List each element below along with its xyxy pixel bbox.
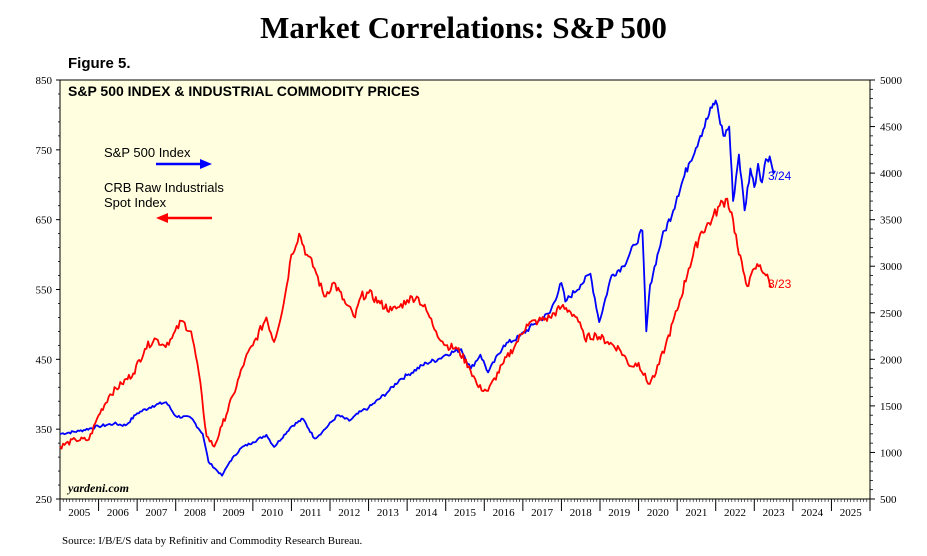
x-axis-tick-label: 2005 bbox=[68, 507, 91, 519]
legend-crb-label-line2: Spot Index bbox=[104, 195, 167, 210]
x-axis-tick-label: 2019 bbox=[608, 507, 631, 519]
legend: S&P 500 Index CRB Raw Industrials Spot I… bbox=[104, 145, 224, 223]
sp500-line bbox=[59, 99, 776, 477]
legend-sp500-label: S&P 500 Index bbox=[104, 145, 191, 160]
x-axis-tick-label: 2024 bbox=[801, 507, 824, 519]
left-axis-tick-label: 450 bbox=[36, 354, 53, 366]
x-axis-tick-label: 2011 bbox=[300, 507, 322, 519]
x-axis-tick-label: 2023 bbox=[763, 507, 786, 519]
x-axis-tick-label: 2006 bbox=[107, 507, 130, 519]
right-axis-tick-label: 4000 bbox=[880, 168, 903, 180]
left-axis-tick-label: 650 bbox=[36, 215, 53, 227]
x-axis-tick-label: 2018 bbox=[570, 507, 593, 519]
right-axis-tick-label: 2000 bbox=[880, 354, 903, 366]
x-axis-tick-label: 2021 bbox=[685, 507, 707, 519]
x-axis-tick-label: 2025 bbox=[840, 507, 863, 519]
sp500-end-label: 3/24 bbox=[768, 169, 792, 183]
x-axis-tick-label: 2017 bbox=[531, 507, 554, 519]
left-axis-tick-label: 350 bbox=[36, 424, 53, 436]
page-title: Market Correlations: S&P 500 bbox=[260, 10, 667, 45]
right-axis-tick-label: 500 bbox=[880, 494, 897, 506]
right-axis-tick-label: 2500 bbox=[880, 308, 903, 320]
x-axis-tick-label: 2007 bbox=[145, 507, 168, 519]
left-axis-tick-label: 750 bbox=[36, 145, 53, 157]
legend-crb-arrow-head bbox=[156, 213, 168, 223]
right-axis-tick-label: 1500 bbox=[880, 401, 903, 413]
x-axis-tick-label: 2009 bbox=[223, 507, 246, 519]
x-axis-tick-label: 2012 bbox=[338, 507, 360, 519]
x-axis-tick-label: 2014 bbox=[415, 507, 438, 519]
x-axis-tick-label: 2020 bbox=[647, 507, 670, 519]
crb-line bbox=[59, 197, 773, 450]
right-axis-tick-label: 5000 bbox=[880, 75, 903, 87]
right-axis-tick-label: 3500 bbox=[880, 215, 903, 227]
bottom-axis: 2005 2006 2007 2008 2009 2010 2011 2012 2013 2014… bbox=[59, 499, 871, 519]
chart-title: S&P 500 INDEX & INDUSTRIAL COMMODITY PRI… bbox=[68, 83, 420, 99]
source-note: Source: I/B/E/S data by Refinitiv and Co… bbox=[62, 535, 363, 547]
x-axis-tick-label: 2022 bbox=[724, 507, 746, 519]
left-axis-tick-label: 550 bbox=[36, 285, 53, 297]
x-axis-tick-label: 2015 bbox=[454, 507, 477, 519]
figure-label: Figure 5. bbox=[68, 55, 131, 72]
left-axis-tick-label: 850 bbox=[36, 75, 53, 87]
series-lines bbox=[59, 99, 776, 477]
left-axis: 250 350 450 550 650 750 850 bbox=[36, 75, 60, 506]
x-axis-tick-label: 2010 bbox=[261, 507, 284, 519]
right-axis: 500 1000 1500 2000 2500 3000 3500 4000 4500 5000 bbox=[870, 75, 903, 506]
right-axis-tick-label: 1000 bbox=[880, 447, 903, 459]
legend-sp500-arrow-head bbox=[200, 159, 212, 169]
x-axis-tick-label: 2013 bbox=[377, 507, 400, 519]
right-axis-tick-label: 3000 bbox=[880, 261, 903, 273]
crb-end-label: 3/23 bbox=[768, 277, 792, 291]
x-axis-tick-label: 2016 bbox=[493, 507, 516, 519]
watermark: yardeni.com bbox=[66, 481, 129, 495]
right-axis-tick-label: 4500 bbox=[880, 122, 903, 134]
legend-crb-label-line1: CRB Raw Industrials bbox=[104, 180, 224, 195]
left-axis-tick-label: 250 bbox=[36, 494, 53, 506]
x-axis-tick-label: 2008 bbox=[184, 507, 207, 519]
plot-area bbox=[59, 79, 871, 500]
